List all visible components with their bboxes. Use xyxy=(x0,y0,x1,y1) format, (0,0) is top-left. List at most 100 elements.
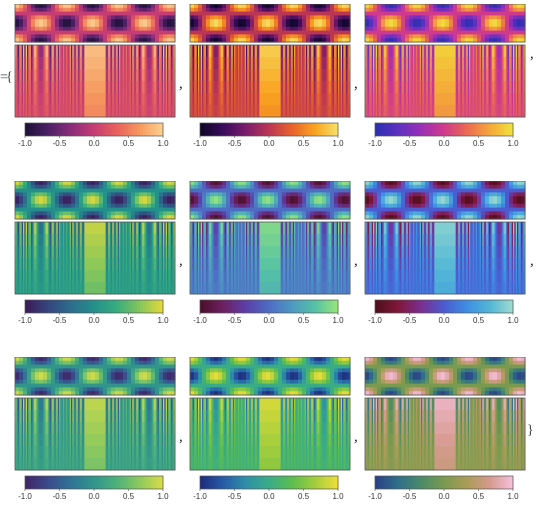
bottom-cell xyxy=(411,45,414,58)
top-cell xyxy=(159,19,164,24)
bottom-cell xyxy=(195,105,198,118)
bottom-cell xyxy=(210,105,212,118)
bottom-cell xyxy=(133,105,136,118)
bottom-cell xyxy=(415,69,418,82)
top-cell xyxy=(127,200,132,205)
bottom-cell xyxy=(43,57,45,70)
bottom-cell xyxy=(39,81,41,94)
bottom-cell xyxy=(83,69,85,82)
bottom-cell xyxy=(99,258,101,271)
bottom-cell xyxy=(310,57,312,70)
top-cell xyxy=(334,7,339,13)
top-cell xyxy=(143,38,148,43)
bottom-cell xyxy=(258,69,260,82)
top-cell xyxy=(79,30,84,35)
bottom-cell xyxy=(59,234,61,247)
top-cell xyxy=(143,207,148,212)
bottom-cell xyxy=(394,105,397,118)
top-cell xyxy=(139,207,144,212)
bottom-cell xyxy=(397,81,399,94)
bottom-cell xyxy=(250,81,252,94)
bottom-cell xyxy=(367,57,370,70)
bottom-cell xyxy=(521,57,523,70)
bottom-cell xyxy=(77,282,80,295)
top-cell xyxy=(83,200,88,205)
top-cell xyxy=(47,211,52,216)
bottom-cell xyxy=(340,57,343,70)
bottom-cell xyxy=(298,105,300,118)
top-cell xyxy=(258,38,263,43)
top-cell xyxy=(159,200,164,205)
bottom-cell xyxy=(117,282,120,295)
bottom-cell xyxy=(475,69,478,82)
top-cell xyxy=(214,23,219,28)
top-cell xyxy=(75,181,80,186)
top-cell xyxy=(31,200,36,205)
top-cell xyxy=(99,30,104,35)
top-cell xyxy=(131,38,136,43)
bottom-cell xyxy=(33,234,36,247)
bottom-cell xyxy=(139,81,141,94)
top-cell xyxy=(501,38,506,43)
bottom-cell xyxy=(190,57,192,70)
bottom-cell xyxy=(514,69,517,82)
bottom-cell xyxy=(206,45,208,58)
bottom-cell xyxy=(24,234,27,247)
bottom-cell xyxy=(151,222,153,235)
colorbar-tick-label: 0.5 xyxy=(298,139,310,148)
top-cell xyxy=(95,203,100,209)
top-cell xyxy=(397,11,402,16)
bottom-cell xyxy=(466,81,469,94)
bottom-cell xyxy=(137,81,140,94)
bottom-cell xyxy=(255,69,258,82)
top-cell xyxy=(19,4,24,9)
bottom-cell xyxy=(21,57,24,70)
top-cell xyxy=(103,196,108,201)
top-cell xyxy=(469,7,474,13)
bottom-cell xyxy=(459,45,462,58)
bottom-cell xyxy=(72,69,75,82)
bottom-cell xyxy=(69,105,72,118)
top-cell xyxy=(159,215,164,220)
bottom-cell xyxy=(73,81,76,94)
bottom-cell xyxy=(64,270,67,283)
bottom-cell xyxy=(401,81,403,94)
top-cell xyxy=(413,23,418,28)
bottom-cell xyxy=(88,258,91,271)
bottom-cell xyxy=(255,81,258,94)
bottom-cell xyxy=(123,45,125,58)
bottom-cell xyxy=(27,45,29,58)
bottom-cell xyxy=(465,93,467,106)
top-cell xyxy=(234,38,239,43)
bottom-cell xyxy=(64,246,67,259)
bottom-cell xyxy=(263,81,266,94)
top-cell xyxy=(481,38,486,43)
bottom-cell xyxy=(419,105,422,118)
bottom-cell xyxy=(81,81,84,94)
bottom-cell xyxy=(425,81,427,94)
bottom-cell xyxy=(495,81,498,94)
bottom-cell xyxy=(386,57,389,70)
top-cell xyxy=(206,7,211,13)
top-cell xyxy=(453,34,458,39)
top-cell xyxy=(409,26,414,32)
bottom-cell xyxy=(136,105,139,118)
top-cell xyxy=(397,7,402,13)
top-cell xyxy=(202,34,207,39)
bottom-cell xyxy=(168,69,171,82)
bottom-cell xyxy=(80,246,83,259)
bottom-cell xyxy=(334,105,336,118)
top-cell xyxy=(222,30,227,35)
top-cell xyxy=(59,7,64,13)
top-cell xyxy=(83,207,88,212)
bottom-cell xyxy=(441,69,443,82)
top-cell xyxy=(214,192,219,197)
bottom-cell xyxy=(167,105,169,118)
bottom-cell xyxy=(17,57,20,70)
bottom-cell xyxy=(501,81,503,94)
top-cell xyxy=(413,26,418,32)
bottom-cell xyxy=(208,81,211,94)
bottom-cell xyxy=(485,57,487,70)
top-cell xyxy=(206,15,211,20)
top-cell xyxy=(262,34,267,39)
